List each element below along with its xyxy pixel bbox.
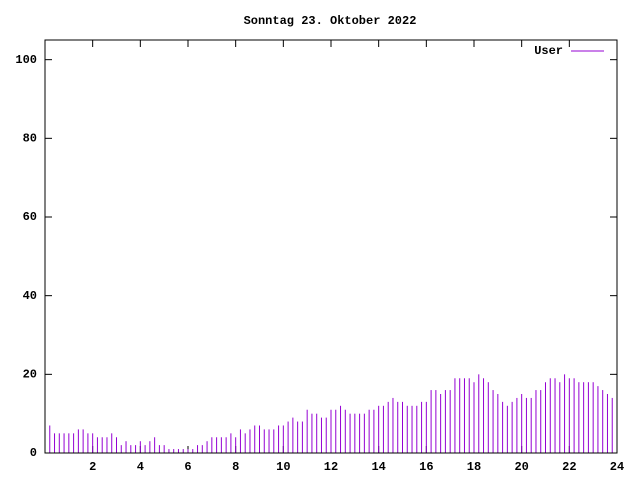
x-tick-label: 2: [89, 460, 96, 474]
x-tick-label: 22: [562, 460, 576, 474]
x-tick-label: 12: [324, 460, 338, 474]
x-tick-label: 14: [371, 460, 385, 474]
plot-frame: [44, 39, 618, 454]
y-tick-label: 40: [23, 289, 37, 303]
x-tick-label: 24: [610, 460, 624, 474]
y-tick-label: 0: [30, 446, 37, 460]
x-tick-label: 6: [184, 460, 191, 474]
x-tick-label: 8: [232, 460, 239, 474]
legend-label: User: [534, 44, 563, 58]
x-tick-label: 20: [514, 460, 528, 474]
y-tick-label: 80: [23, 132, 37, 146]
x-tick-label: 4: [137, 460, 144, 474]
x-tick-label: 10: [276, 460, 290, 474]
x-tick-label: 16: [419, 460, 433, 474]
y-tick-label: 20: [23, 368, 37, 382]
y-tick-label: 100: [15, 53, 37, 67]
y-tick-label: 60: [23, 210, 37, 224]
x-tick-label: 18: [467, 460, 481, 474]
chart-title: Sonntag 23. Oktober 2022: [244, 14, 417, 28]
